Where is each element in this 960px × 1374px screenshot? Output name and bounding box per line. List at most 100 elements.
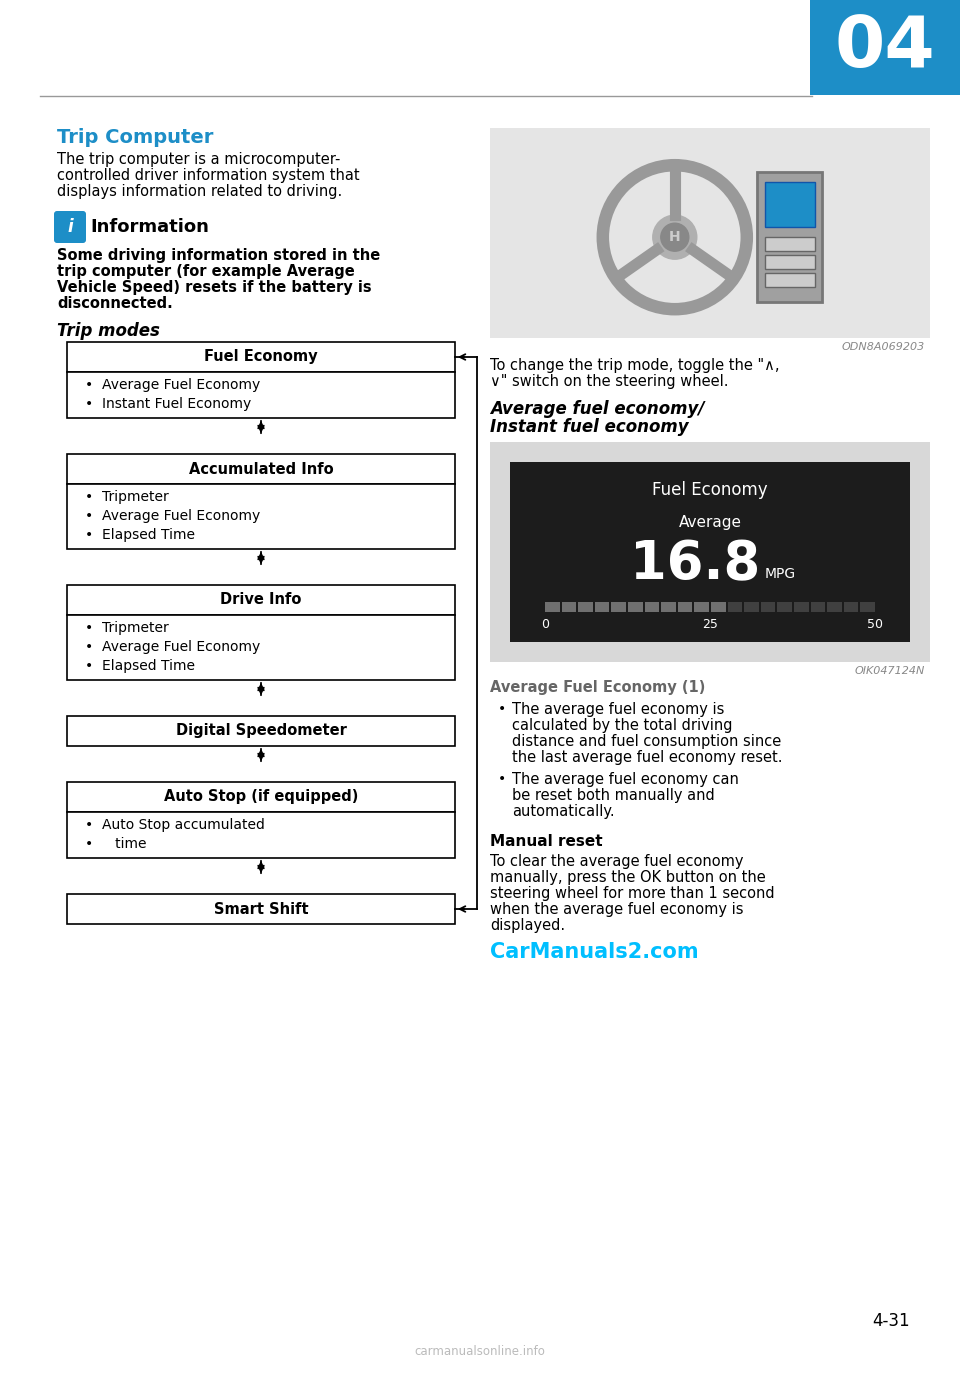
Text: •  Elapsed Time: • Elapsed Time	[85, 660, 195, 673]
Text: •  Instant Fuel Economy: • Instant Fuel Economy	[85, 397, 252, 411]
Bar	[760, 602, 776, 611]
Bar	[644, 602, 660, 611]
Text: calculated by the total driving: calculated by the total driving	[512, 719, 732, 732]
Bar	[765, 183, 815, 227]
Bar	[67, 585, 455, 616]
Bar	[67, 372, 455, 418]
Bar	[595, 602, 610, 611]
Bar	[860, 602, 875, 611]
Text: To change the trip mode, toggle the "∧,: To change the trip mode, toggle the "∧,	[490, 359, 780, 372]
Text: Average fuel economy/: Average fuel economy/	[490, 400, 705, 418]
Text: 4-31: 4-31	[873, 1312, 910, 1330]
Bar	[67, 782, 455, 812]
Bar	[67, 616, 455, 680]
Text: To clear the average fuel economy: To clear the average fuel economy	[490, 855, 743, 868]
Text: Digital Speedometer: Digital Speedometer	[176, 724, 347, 738]
Text: Trip modes: Trip modes	[57, 322, 160, 339]
Bar	[562, 602, 576, 611]
Bar	[810, 0, 960, 95]
Text: Average: Average	[679, 514, 741, 529]
Text: ∨" switch on the steering wheel.: ∨" switch on the steering wheel.	[490, 374, 729, 389]
Text: The average fuel economy is: The average fuel economy is	[512, 702, 725, 717]
Text: Instant fuel economy: Instant fuel economy	[490, 418, 688, 436]
Text: •  Elapsed Time: • Elapsed Time	[85, 528, 195, 541]
Bar	[67, 342, 455, 372]
Bar	[661, 602, 676, 611]
Bar	[711, 602, 726, 611]
Text: displays information related to driving.: displays information related to driving.	[57, 184, 343, 199]
Bar	[578, 602, 593, 611]
Text: 25: 25	[702, 618, 718, 631]
Bar	[490, 128, 930, 338]
Text: Accumulated Info: Accumulated Info	[189, 462, 333, 477]
Text: Vehicle Speed) resets if the battery is: Vehicle Speed) resets if the battery is	[57, 280, 372, 295]
Text: •  Auto Stop accumulated: • Auto Stop accumulated	[85, 818, 265, 833]
Bar	[744, 602, 758, 611]
Text: be reset both manually and: be reset both manually and	[512, 789, 715, 802]
Text: Fuel Economy: Fuel Economy	[204, 349, 318, 364]
Text: manually, press the OK button on the: manually, press the OK button on the	[490, 870, 766, 885]
Text: The average fuel economy can: The average fuel economy can	[512, 772, 739, 787]
Bar	[67, 453, 455, 484]
Bar	[612, 602, 626, 611]
Bar	[678, 602, 692, 611]
Text: •  Tripmeter: • Tripmeter	[85, 621, 169, 635]
Text: Fuel Economy: Fuel Economy	[652, 481, 768, 499]
Text: 04: 04	[834, 12, 935, 81]
Text: Some driving information stored in the: Some driving information stored in the	[57, 247, 380, 262]
Text: automatically.: automatically.	[512, 804, 614, 819]
Text: displayed.: displayed.	[490, 918, 565, 933]
Text: when the average fuel economy is: when the average fuel economy is	[490, 901, 743, 916]
Text: •     time: • time	[85, 837, 147, 851]
Text: distance and fuel consumption since: distance and fuel consumption since	[512, 734, 781, 749]
Circle shape	[660, 223, 689, 251]
Bar	[510, 462, 910, 642]
Text: disconnected.: disconnected.	[57, 295, 173, 311]
Text: •  Average Fuel Economy: • Average Fuel Economy	[85, 640, 260, 654]
Text: The trip computer is a microcomputer-: The trip computer is a microcomputer-	[57, 153, 341, 168]
Text: Information: Information	[90, 218, 209, 236]
Bar	[728, 602, 742, 611]
Text: •  Tripmeter: • Tripmeter	[85, 491, 169, 504]
Bar	[67, 716, 455, 746]
Text: •: •	[498, 772, 506, 786]
Circle shape	[653, 216, 697, 260]
Bar	[844, 602, 858, 611]
Bar	[778, 602, 792, 611]
FancyBboxPatch shape	[54, 212, 86, 243]
Bar	[828, 602, 842, 611]
Text: •: •	[498, 702, 506, 716]
Text: OIK047124N: OIK047124N	[854, 666, 925, 676]
Text: Average Fuel Economy (1): Average Fuel Economy (1)	[490, 680, 706, 695]
Text: CarManuals2.com: CarManuals2.com	[490, 943, 699, 962]
Text: carmanualsonline.info: carmanualsonline.info	[415, 1345, 545, 1358]
Text: Auto Stop (if equipped): Auto Stop (if equipped)	[164, 790, 358, 805]
Bar	[765, 238, 815, 251]
Bar	[794, 602, 808, 611]
Bar	[67, 812, 455, 857]
Bar	[694, 602, 709, 611]
Text: ODN8A069203: ODN8A069203	[842, 342, 925, 352]
Bar	[545, 602, 560, 611]
Bar	[67, 894, 455, 923]
Text: controlled driver information system that: controlled driver information system tha…	[57, 168, 360, 183]
Text: •  Average Fuel Economy: • Average Fuel Economy	[85, 508, 260, 523]
Bar	[67, 484, 455, 550]
Text: Manual reset: Manual reset	[490, 834, 603, 849]
Text: 16.8: 16.8	[630, 539, 760, 589]
Text: •  Average Fuel Economy: • Average Fuel Economy	[85, 378, 260, 392]
Text: MPG: MPG	[765, 567, 796, 581]
Text: Drive Info: Drive Info	[220, 592, 301, 607]
Bar	[765, 273, 815, 287]
Text: H: H	[669, 231, 681, 245]
Text: i: i	[67, 218, 73, 236]
Text: 50: 50	[867, 618, 883, 631]
Bar	[628, 602, 642, 611]
Bar	[810, 602, 826, 611]
Text: 0: 0	[541, 618, 549, 631]
Bar	[756, 172, 822, 302]
Bar	[765, 256, 815, 269]
Text: Smart Shift: Smart Shift	[214, 901, 308, 916]
Bar	[490, 442, 930, 662]
Text: Trip Computer: Trip Computer	[57, 128, 213, 147]
